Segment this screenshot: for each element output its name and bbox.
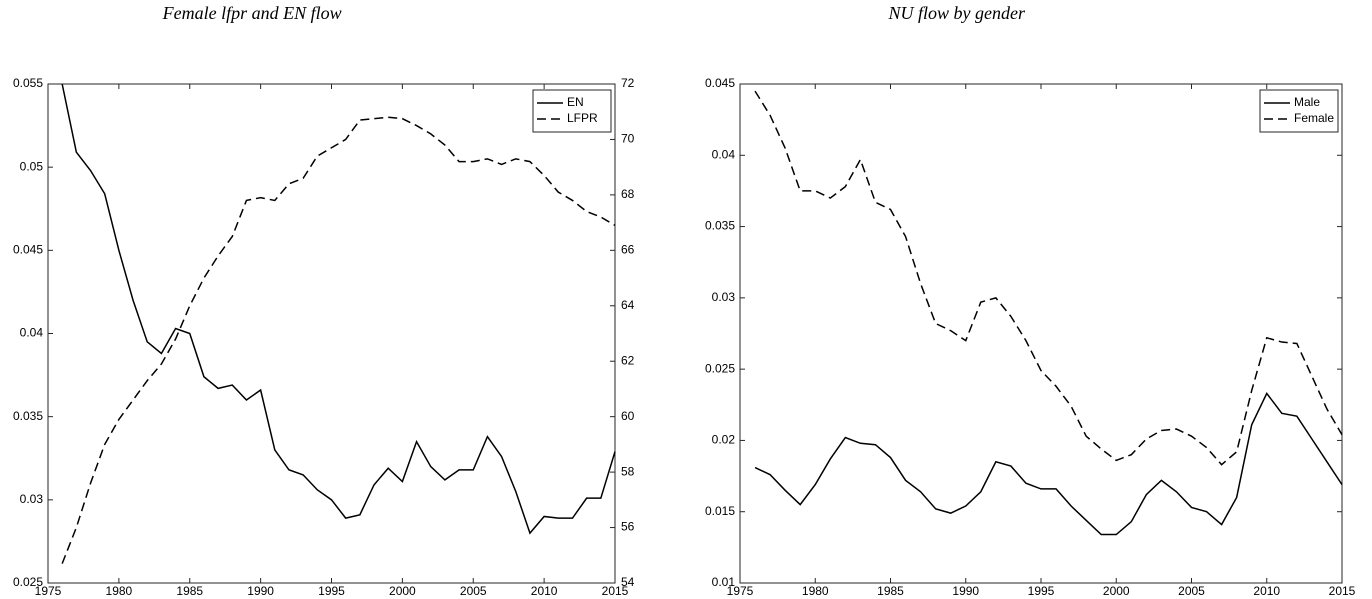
legend: Male Female: [1259, 89, 1339, 133]
x-tick-label: 1985: [176, 584, 203, 598]
y2-tick-label: 62: [621, 353, 635, 367]
y2-tick-label: 54: [621, 575, 635, 589]
x-tick-label: 2015: [1329, 584, 1356, 598]
x-tick-label: 1975: [727, 584, 754, 598]
x-tick-label: 1980: [802, 584, 829, 598]
legend-label: LFPR: [567, 111, 598, 125]
plot-area: [739, 83, 1343, 584]
y2-tick-label: 72: [621, 76, 635, 90]
legend-label: Female: [1294, 111, 1334, 125]
y-tick-label: 0.04: [712, 147, 736, 161]
y-tick-label: 0.035: [13, 409, 43, 423]
subplot: NU flow by gender 1975 1980 1985 1990 1995 200…: [705, 3, 1356, 598]
series-line: [61, 116, 616, 564]
series-line: [754, 90, 1343, 466]
y-tick-label: 0.02: [712, 433, 736, 447]
x-tick-label: 2005: [460, 584, 487, 598]
legend-box: [1259, 89, 1339, 133]
y-tick-label: 0.055: [13, 76, 43, 90]
x-tick-label: 1985: [877, 584, 904, 598]
y2-tick-label: 60: [621, 409, 635, 423]
y-tick-label: 0.035: [705, 219, 735, 233]
chart-title: Female lfpr and EN flow: [162, 3, 342, 23]
y-tick-label: 0.03: [20, 492, 44, 506]
y-tick-label: 0.025: [705, 361, 735, 375]
y2-tick-label: 66: [621, 243, 635, 257]
y2-tick-label: 64: [621, 298, 635, 312]
x-tick-label: 2010: [531, 584, 558, 598]
series-line: [754, 391, 1343, 536]
legend-label: Male: [1294, 95, 1320, 109]
y-tick-label: 0.045: [705, 76, 735, 90]
chart-title: NU flow by gender: [887, 3, 1025, 23]
x-tick-label: 1990: [952, 584, 979, 598]
legend-box: [532, 89, 612, 133]
y-tick-label: 0.05: [20, 159, 44, 173]
y2-tick-label: 68: [621, 187, 635, 201]
y2-tick-label: 70: [621, 132, 635, 146]
x-tick-label: 1995: [1028, 584, 1055, 598]
x-tick-label: 2000: [389, 584, 416, 598]
y-tick-label: 0.045: [13, 243, 43, 257]
x-tick-label: 2000: [1103, 584, 1130, 598]
legend-label: EN: [567, 95, 584, 109]
x-tick-label: 2015: [602, 584, 629, 598]
plot-area: [47, 83, 616, 584]
y-tick-label: 0.01: [712, 575, 736, 589]
y-tick-label: 0.03: [712, 290, 736, 304]
x-tick-label: 1975: [35, 584, 62, 598]
y2-tick-label: 56: [621, 520, 635, 534]
series-line: [61, 83, 616, 535]
x-tick-label: 1995: [318, 584, 345, 598]
x-tick-label: 2005: [1178, 584, 1205, 598]
subplot: Female lfpr and EN flow 1975 1980 1985 1990 1…: [13, 3, 635, 598]
legend: EN LFPR: [532, 89, 612, 133]
y-tick-label: 0.015: [705, 504, 735, 518]
y-tick-label: 0.025: [13, 575, 43, 589]
x-tick-label: 1980: [106, 584, 133, 598]
x-tick-label: 1990: [247, 584, 274, 598]
y2-tick-label: 58: [621, 464, 635, 478]
x-tick-label: 2010: [1253, 584, 1280, 598]
y-tick-label: 0.04: [20, 326, 44, 340]
